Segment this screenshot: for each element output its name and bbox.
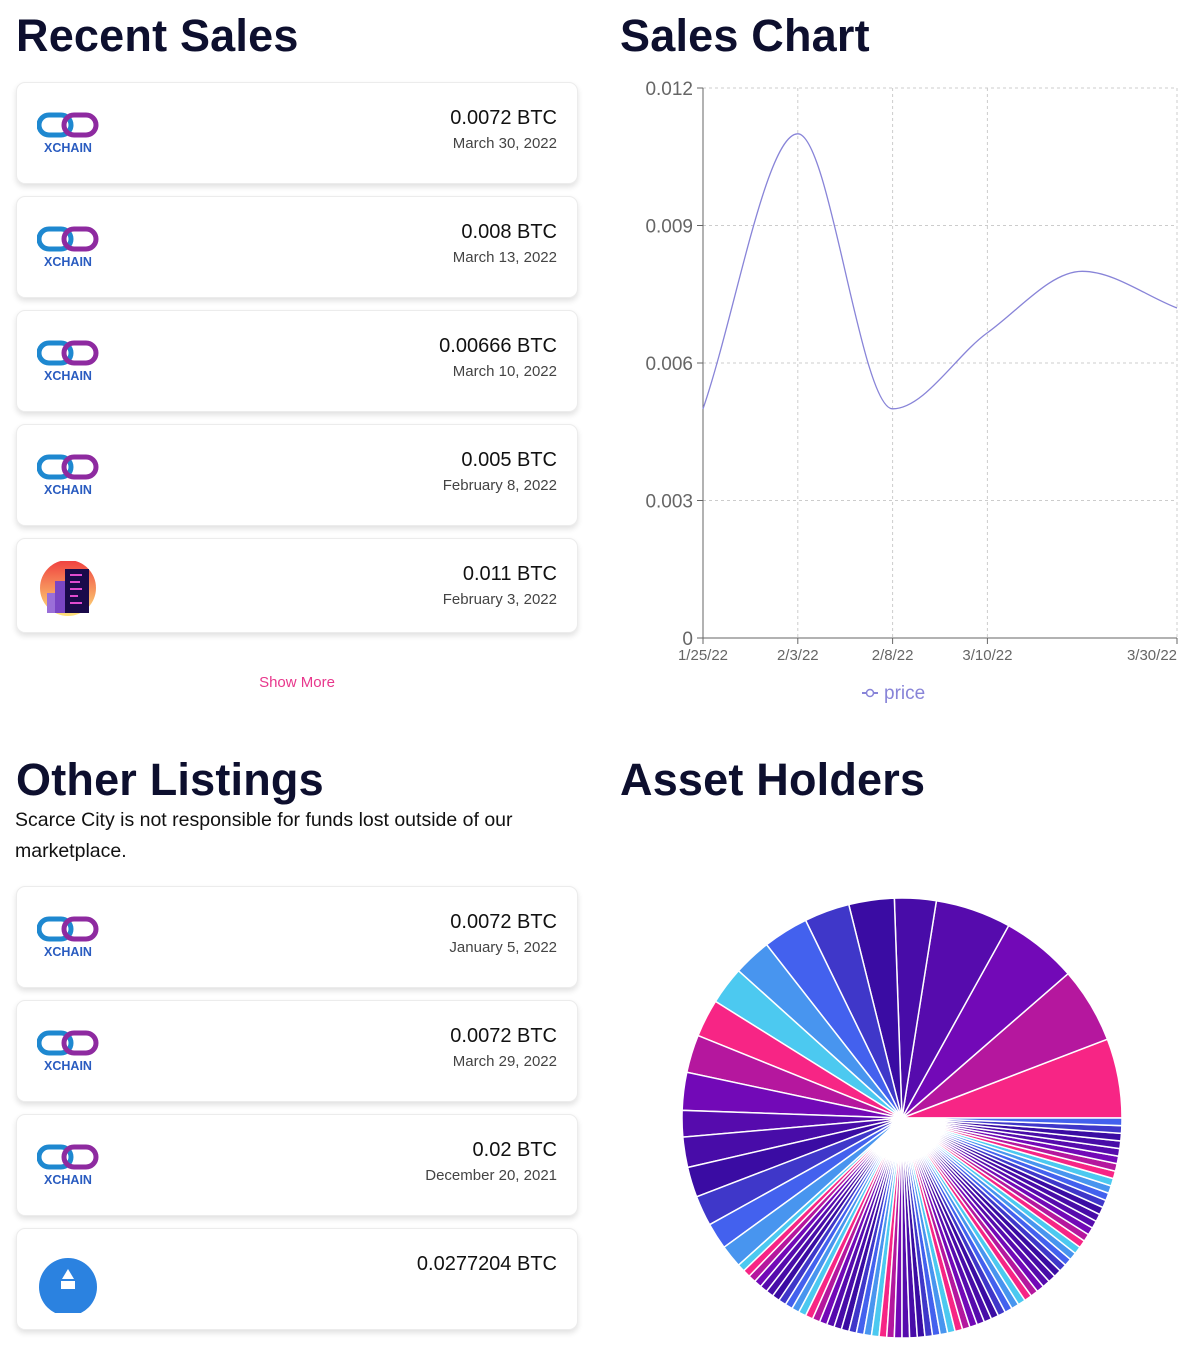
svg-text:XCHAIN: XCHAIN bbox=[44, 369, 92, 383]
other-listings-disclaimer: Scarce City is not responsible for funds… bbox=[15, 809, 513, 862]
price-series-line bbox=[702, 133, 1178, 410]
show-more-link[interactable]: Show More bbox=[259, 674, 335, 691]
x-tick-label: 3/10/22 bbox=[962, 647, 1012, 664]
y-tick-label: 0 bbox=[682, 629, 693, 650]
listing-card[interactable]: XCHAIN 0.0072 BTC March 29, 2022 bbox=[16, 1000, 578, 1102]
listing-price: 0.02 BTC bbox=[472, 1139, 557, 1161]
legend: price bbox=[862, 683, 925, 704]
x-tick-label: 2/3/22 bbox=[777, 647, 819, 664]
svg-text:XCHAIN: XCHAIN bbox=[44, 1059, 92, 1073]
svg-text:XCHAIN: XCHAIN bbox=[44, 255, 92, 269]
listing-price: 0.011 BTC bbox=[462, 563, 557, 585]
listing-date: January 5, 2022 bbox=[449, 939, 557, 956]
city-logo-icon bbox=[37, 560, 99, 616]
listing-card[interactable]: XCHAIN 0.0072 BTC January 5, 2022 bbox=[16, 886, 578, 988]
asset-holders-title: Asset Holders bbox=[620, 754, 926, 805]
listing-card[interactable]: XCHAIN 0.008 BTC March 13, 2022 bbox=[16, 196, 578, 298]
listing-card[interactable]: XCHAIN 0.02 BTC December 20, 2021 bbox=[16, 1114, 578, 1216]
listing-date: March 29, 2022 bbox=[452, 1053, 557, 1070]
y-tick-label: 0.009 bbox=[645, 217, 693, 238]
listing-card[interactable]: 0.011 BTC February 3, 2022 bbox=[16, 538, 578, 633]
xchain-logo-icon: XCHAIN bbox=[36, 453, 99, 499]
listing-date: February 8, 2022 bbox=[442, 477, 557, 494]
listing-price: 0.008 BTC bbox=[461, 221, 557, 243]
listing-price: 0.0072 BTC bbox=[450, 1025, 557, 1047]
pie-slice[interactable] bbox=[901, 1117, 1123, 1127]
xchain-logo-icon: XCHAIN bbox=[36, 111, 99, 157]
listing-card[interactable]: 0.0277204 BTC bbox=[16, 1228, 578, 1330]
listing-date: March 13, 2022 bbox=[452, 249, 557, 266]
x-tick-label: 2/8/22 bbox=[872, 647, 914, 664]
listing-price: 0.0277204 BTC bbox=[416, 1253, 557, 1275]
other-listings-title: Other Listings bbox=[16, 754, 324, 805]
listing-price: 0.00666 BTC bbox=[439, 335, 557, 357]
listing-card[interactable]: XCHAIN 0.00666 BTC March 10, 2022 bbox=[16, 310, 578, 412]
xchain-logo-icon: XCHAIN bbox=[36, 1143, 99, 1189]
listing-card[interactable]: XCHAIN 0.0072 BTC March 30, 2022 bbox=[16, 82, 578, 184]
recent-sales-title: Recent Sales bbox=[16, 10, 299, 61]
y-tick-label: 0.003 bbox=[645, 492, 693, 513]
svg-text:XCHAIN: XCHAIN bbox=[44, 141, 92, 155]
sales-chart-title: Sales Chart bbox=[620, 10, 870, 61]
listing-card[interactable]: XCHAIN 0.005 BTC February 8, 2022 bbox=[16, 424, 578, 526]
legend-label: price bbox=[884, 683, 925, 704]
x-tick-label: 1/25/22 bbox=[678, 647, 728, 664]
y-tick-label: 0.012 bbox=[645, 79, 693, 100]
asset-holders-pie-chart bbox=[681, 897, 1123, 1339]
x-tick-label: 3/30/22 bbox=[1127, 647, 1177, 664]
svg-text:XCHAIN: XCHAIN bbox=[44, 483, 92, 497]
legend-dot-icon bbox=[865, 688, 875, 698]
listing-price: 0.005 BTC bbox=[461, 449, 557, 471]
listing-price: 0.0072 BTC bbox=[450, 107, 557, 129]
listing-date: February 3, 2022 bbox=[442, 591, 557, 608]
listing-date: March 30, 2022 bbox=[452, 135, 557, 152]
xchain-logo-icon: XCHAIN bbox=[36, 339, 99, 385]
svg-text:XCHAIN: XCHAIN bbox=[44, 1173, 92, 1187]
sales-line-chart: 0 0.003 0.006 0.009 0.012 1/25/22 2/3/22 2/8/22… bbox=[645, 79, 1178, 704]
blue-circle-logo-icon bbox=[37, 1257, 99, 1316]
xchain-logo-icon: XCHAIN bbox=[36, 1029, 99, 1075]
svg-text:XCHAIN: XCHAIN bbox=[44, 945, 92, 959]
listing-date: December 20, 2021 bbox=[425, 1167, 557, 1184]
xchain-logo-icon: XCHAIN bbox=[36, 915, 99, 961]
xchain-logo-icon: XCHAIN bbox=[36, 225, 99, 271]
listing-date: March 10, 2022 bbox=[452, 363, 557, 380]
y-tick-label: 0.006 bbox=[645, 354, 693, 375]
listing-price: 0.0072 BTC bbox=[450, 911, 557, 933]
